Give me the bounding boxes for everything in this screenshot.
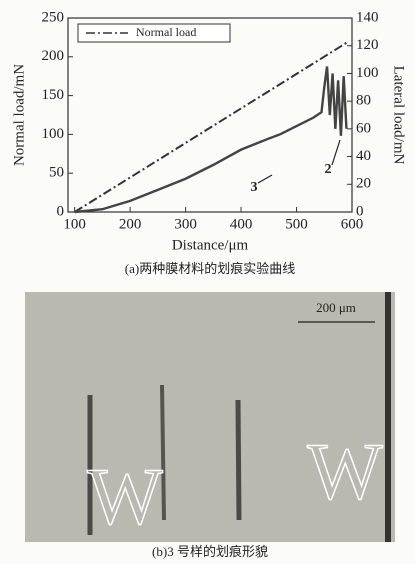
- annotation-arrow: [331, 139, 341, 166]
- x-tick-label: 400: [230, 216, 253, 232]
- legend: [77, 23, 231, 43]
- y2-tick-label: 60: [356, 120, 371, 136]
- y-tick-label: 250: [42, 9, 65, 25]
- annotation: 3: [251, 180, 258, 195]
- y-tick-label: 200: [42, 48, 65, 64]
- y2-tick-label: 20: [356, 176, 371, 192]
- annotation-arrow: [257, 174, 273, 184]
- x-tick-label: 600: [341, 216, 364, 232]
- scratch: [235, 399, 242, 521]
- plot-frame: [67, 17, 353, 213]
- y-tick-label: 100: [42, 126, 65, 142]
- y-axis-label: Normal load/mN: [11, 64, 27, 166]
- watermark: W: [87, 453, 163, 541]
- legend-label: Normal load: [136, 25, 196, 39]
- y2-tick-label: 40: [356, 148, 371, 164]
- y2-tick-label: 100: [356, 65, 379, 81]
- y2-tick-label: 140: [356, 9, 379, 25]
- x-tick-label: 100: [63, 216, 86, 232]
- annotation: 2: [325, 162, 332, 177]
- chart-caption: (a)两种膜材料的划痕实验曲线: [125, 261, 295, 276]
- x-tick-label: 500: [285, 216, 308, 232]
- y2-tick-label: 120: [356, 37, 379, 53]
- y-tick-label: 150: [42, 87, 65, 103]
- micrograph-caption: (b)3 号样的划痕形貌: [152, 544, 268, 559]
- x-axis-label: Distance/μm: [172, 237, 249, 253]
- y-tick-label: 50: [49, 165, 64, 181]
- y2-tick-label: 80: [356, 93, 371, 109]
- series-line: [279, 66, 348, 136]
- scratch: [160, 384, 166, 521]
- micrograph: [25, 292, 395, 542]
- series-line: [74, 133, 281, 214]
- scale-label: 200 μm: [316, 300, 356, 315]
- watermark: W: [307, 428, 383, 516]
- y2-tick-label: 0: [356, 203, 364, 219]
- x-tick-label: 300: [174, 216, 197, 232]
- x-tick-label: 200: [119, 216, 142, 232]
- y-tick-label: 0: [57, 203, 65, 219]
- y2-axis-label: Lateral load/mN: [391, 66, 407, 165]
- image-edge: [385, 292, 391, 542]
- series-line: [74, 41, 347, 213]
